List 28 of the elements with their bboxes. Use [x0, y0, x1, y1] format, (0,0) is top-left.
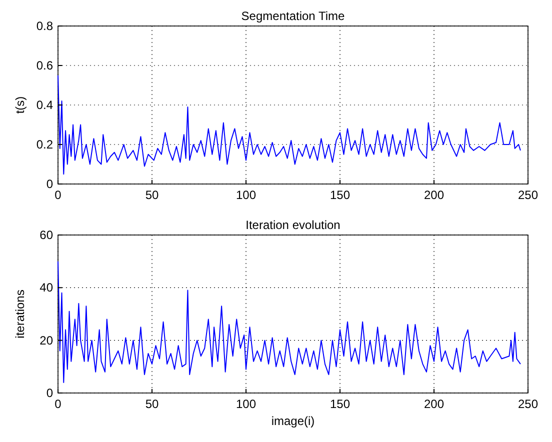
x-tick-label: 200	[424, 188, 444, 202]
x-tick-label: 100	[236, 397, 256, 411]
x-tick-label: 150	[330, 397, 350, 411]
x-tick-label: 100	[236, 188, 256, 202]
y-tick-label: 40	[40, 280, 54, 295]
y-tick-label: 20	[40, 333, 54, 348]
y-axis-title: t(s)	[13, 96, 27, 114]
x-tick-label: 0	[54, 188, 62, 202]
y-tick-label: 0	[46, 386, 54, 400]
y-tick-label: 60	[40, 228, 54, 242]
x-tick-label: 50	[145, 397, 159, 411]
x-tick-label: 150	[330, 188, 350, 202]
chart-title: Segmentation Time	[241, 9, 346, 23]
line-series	[58, 260, 521, 383]
x-tick-label: 250	[518, 188, 538, 202]
line-series	[58, 74, 521, 175]
x-tick-label: 250	[518, 397, 538, 411]
y-tick-label: 0.6	[36, 58, 54, 72]
x-tick-label: 0	[54, 397, 62, 411]
x-tick-label: 50	[145, 188, 159, 202]
y-tick-label: 0	[46, 177, 54, 191]
y-tick-label: 0.8	[36, 19, 54, 33]
y-tick-label: 0.4	[36, 98, 54, 112]
chart-title: Iteration evolution	[246, 218, 340, 232]
x-axis-title: image(i)	[271, 414, 315, 428]
y-axis-title: iterations	[13, 290, 27, 338]
y-tick-label: 0.2	[36, 138, 54, 152]
x-tick-label: 200	[424, 397, 444, 411]
